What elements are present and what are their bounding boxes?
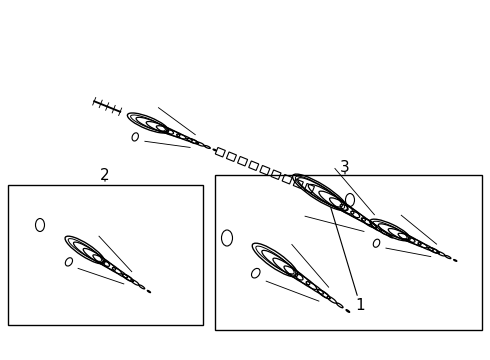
Bar (271, 170, 281, 180)
Text: 2: 2 (100, 167, 110, 183)
Bar (282, 175, 292, 184)
Bar (8, 185, 203, 325)
Text: 3: 3 (340, 159, 350, 175)
Bar (215, 148, 225, 157)
Bar (215, 175, 482, 330)
Bar (304, 184, 315, 193)
Bar (226, 152, 237, 161)
Text: 1: 1 (355, 297, 365, 312)
Bar (249, 161, 259, 171)
Bar (238, 157, 247, 166)
Bar (260, 166, 270, 175)
Bar (294, 179, 303, 189)
